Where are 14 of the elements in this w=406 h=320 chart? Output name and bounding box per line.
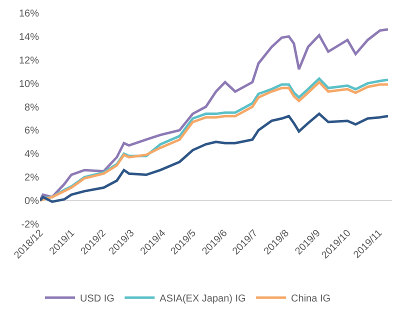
y-tick-label: 8% xyxy=(24,102,40,114)
y-tick-label: 4% xyxy=(24,149,40,160)
y-tick-label: 16% xyxy=(18,8,40,20)
y-tick-label: 6% xyxy=(24,126,40,137)
y-tick-label: 12% xyxy=(18,55,40,66)
legend-label: ASIA(EX Japan) IG xyxy=(160,293,246,304)
y-tick-label: 2% xyxy=(24,172,40,184)
y-tick-label: 10% xyxy=(18,78,40,90)
legend-label: China IG xyxy=(291,293,331,304)
y-tick-label: 14% xyxy=(18,32,40,43)
y-tick-label: -2% xyxy=(21,220,40,230)
line-series xyxy=(40,112,390,203)
legend-label: USD IG xyxy=(80,293,115,304)
y-tick-label: 0% xyxy=(24,196,40,208)
